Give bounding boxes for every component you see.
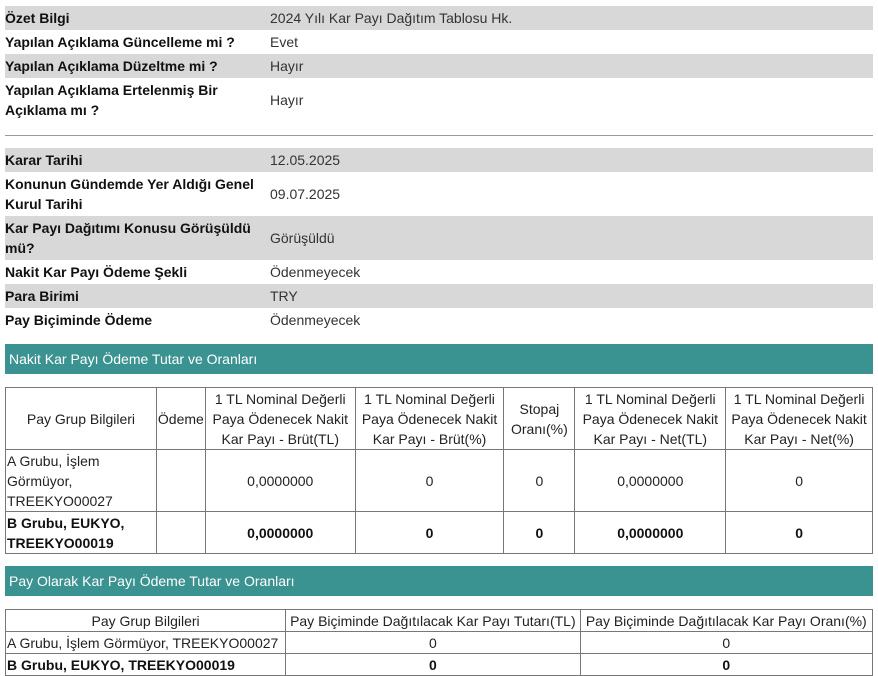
divider (5, 122, 873, 136)
group-cell: A Grubu, İşlem Görmüyor, TREEKYO00027 (4, 631, 287, 654)
share-dividend-table: Pay Grup Bilgileri Pay Biçiminde Dağıtıl… (4, 609, 874, 676)
table-header-row: Pay Grup Bilgileri Ödeme 1 TL Nominal De… (5, 387, 873, 450)
table-header-row: Pay Grup Bilgileri Pay Biçiminde Dağıtıl… (4, 609, 874, 632)
value-cell: 0,0000000 (204, 449, 356, 512)
details-label: Kar Payı Dağıtımı Konusu Görüşüldü mü? (5, 216, 270, 260)
header-cell: Pay Biçiminde Dağıtılacak Kar Payı Oranı… (579, 609, 874, 632)
value-cell: 0 (285, 631, 581, 654)
value-cell: 0 (503, 449, 576, 512)
header-cell: Pay Biçiminde Dağıtılacak Kar Payı Tutar… (285, 609, 581, 632)
value-cell: 0 (285, 653, 581, 676)
details-row: Karar Tarihi 12.05.2025 (5, 148, 873, 172)
details-value: Ödenmeyecek (270, 312, 361, 328)
details-label: Konunun Gündemde Yer Aldığı Genel Kurul … (5, 176, 254, 212)
details-value: Ödenmeyecek (270, 264, 361, 280)
details-value: Görüşüldü (270, 216, 873, 260)
value-cell: 0 (579, 631, 874, 654)
summary-label: Yapılan Açıklama Ertelenmiş Bir Açıklama… (5, 82, 218, 118)
cash-dividend-table: Pay Grup Bilgileri Ödeme 1 TL Nominal De… (5, 387, 873, 554)
table-row: A Grubu, İşlem Görmüyor, TREEKYO00027 0 … (4, 631, 874, 654)
value-cell: 0,0000000 (574, 511, 727, 554)
table-row: B Grubu, EUKYO, TREEKYO00019 0,0000000 0… (5, 511, 873, 554)
summary-value: Hayır (270, 54, 873, 78)
header-cell: Pay Grup Bilgileri (5, 387, 157, 450)
value-cell: 0 (503, 511, 576, 554)
header-cell: 1 TL Nominal Değerli Paya Ödenecek Nakit… (354, 387, 505, 450)
value-cell: 0,0000000 (574, 449, 727, 512)
value-cell: 0 (725, 511, 873, 554)
value-cell: 0 (354, 511, 505, 554)
summary-row: Yapılan Açıklama Ertelenmiş Bir Açıklama… (5, 78, 873, 122)
details-label: Pay Biçiminde Ödeme (5, 312, 153, 328)
summary-label: Yapılan Açıklama Güncelleme mi ? (5, 34, 235, 50)
details-value: TRY (270, 284, 873, 308)
summary-value: Hayır (270, 92, 304, 108)
details-row: Nakit Kar Payı Ödeme Şekli Ödenmeyecek (5, 260, 873, 284)
value-cell: 0 (725, 449, 873, 512)
details-row: Kar Payı Dağıtımı Konusu Görüşüldü mü? G… (5, 216, 873, 260)
details-label: Para Birimi (5, 284, 270, 308)
details-label: Karar Tarihi (5, 148, 270, 172)
odeme-cell (155, 511, 206, 554)
odeme-cell (155, 449, 206, 512)
share-section-title: Pay Olarak Kar Payı Ödeme Tutar ve Oranl… (5, 566, 873, 596)
details-row: Para Birimi TRY (5, 284, 873, 308)
cash-section-title: Nakit Kar Payı Ödeme Tutar ve Oranları (5, 344, 873, 374)
details-value: 12.05.2025 (270, 148, 873, 172)
summary-value: 2024 Yılı Kar Payı Dağıtım Tablosu Hk. (270, 6, 873, 30)
summary-label: Özet Bilgi (5, 6, 270, 30)
summary-row: Özet Bilgi 2024 Yılı Kar Payı Dağıtım Ta… (5, 6, 873, 30)
details-row: Pay Biçiminde Ödeme Ödenmeyecek (5, 308, 873, 332)
disclosure-page: Özet Bilgi 2024 Yılı Kar Payı Dağıtım Ta… (4, 0, 874, 676)
details-label: Nakit Kar Payı Ödeme Şekli (5, 264, 188, 280)
table-row: A Grubu, İşlem Görmüyor, TREEKYO00027 0,… (5, 449, 873, 512)
header-cell: 1 TL Nominal Değerli Paya Ödenecek Nakit… (574, 387, 727, 450)
value-cell: 0 (354, 449, 505, 512)
summary-value: Evet (270, 34, 299, 50)
header-cell: 1 TL Nominal Değerli Paya Ödenecek Nakit… (725, 387, 873, 450)
header-cell: Ödeme (155, 387, 206, 450)
details-value: 09.07.2025 (270, 186, 341, 202)
header-cell: Pay Grup Bilgileri (4, 609, 287, 632)
summary-table: Özet Bilgi 2024 Yılı Kar Payı Dağıtım Ta… (5, 6, 873, 122)
value-cell: 0 (579, 653, 874, 676)
group-cell: B Grubu, EUKYO, TREEKYO00019 (4, 653, 287, 676)
summary-label: Yapılan Açıklama Düzeltme mi ? (5, 54, 270, 78)
details-row: Konunun Gündemde Yer Aldığı Genel Kurul … (5, 172, 873, 216)
table-row: B Grubu, EUKYO, TREEKYO00019 0 0 (4, 653, 874, 676)
header-cell: Stopaj Oranı(%) (503, 387, 576, 450)
header-cell: 1 TL Nominal Değerli Paya Ödenecek Nakit… (204, 387, 356, 450)
group-cell: A Grubu, İşlem Görmüyor, TREEKYO00027 (5, 449, 157, 512)
summary-row: Yapılan Açıklama Düzeltme mi ? Hayır (5, 54, 873, 78)
summary-row: Yapılan Açıklama Güncelleme mi ? Evet (5, 30, 873, 54)
value-cell: 0,0000000 (204, 511, 356, 554)
details-table: Karar Tarihi 12.05.2025 Konunun Gündemde… (5, 148, 873, 332)
group-cell: B Grubu, EUKYO, TREEKYO00019 (5, 511, 157, 554)
